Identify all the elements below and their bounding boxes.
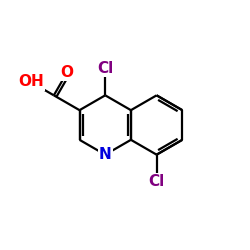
Text: N: N (99, 147, 112, 162)
Text: Cl: Cl (148, 174, 165, 189)
Text: Cl: Cl (97, 61, 113, 76)
Text: O: O (61, 65, 74, 80)
Text: OH: OH (18, 74, 44, 90)
